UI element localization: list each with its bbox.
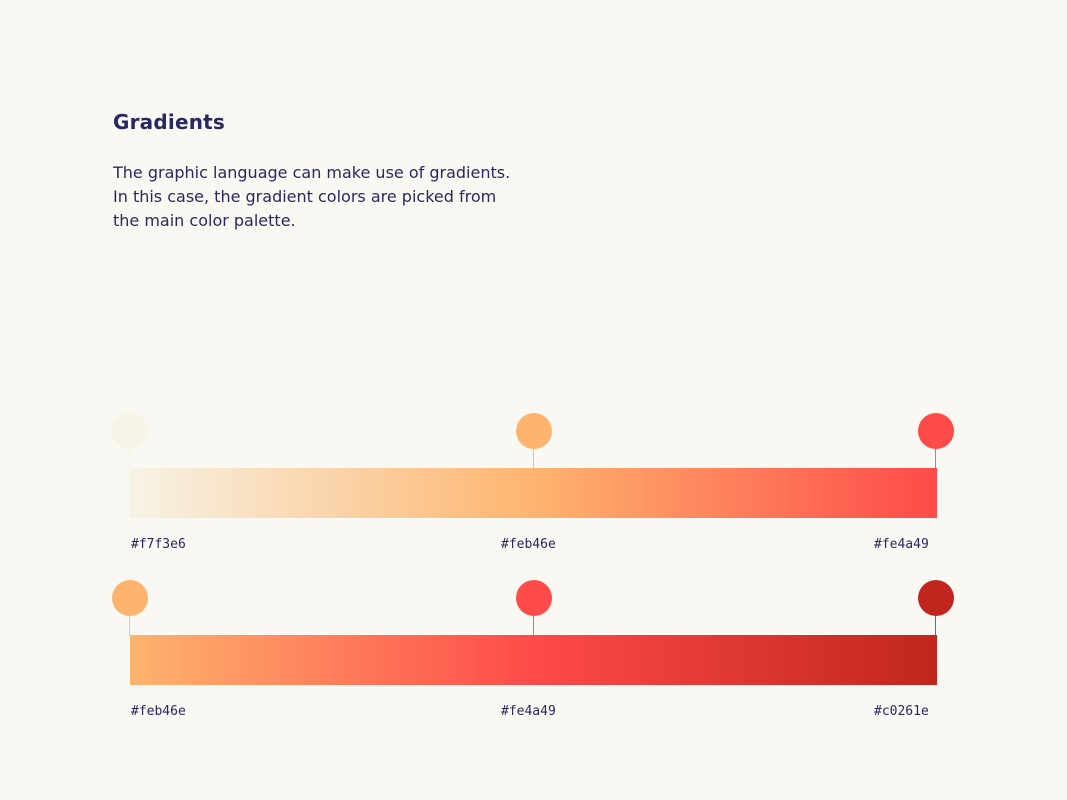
- gradient-2: #feb46e #fe4a49 #c0261e: [0, 580, 1067, 720]
- hex-label: #f7f3e6: [131, 537, 186, 552]
- color-swatch-dot: [516, 580, 552, 616]
- gradient-2-stop-end: [918, 580, 954, 636]
- stop-connector: [935, 614, 936, 636]
- stop-connector: [129, 447, 130, 469]
- color-swatch-dot: [112, 413, 148, 449]
- gradient-2-stop-middle: [516, 580, 552, 636]
- stop-connector: [129, 614, 130, 636]
- hex-label: #feb46e: [131, 704, 186, 719]
- color-swatch-dot: [516, 413, 552, 449]
- description-line: The graphic language can make use of gra…: [113, 163, 511, 182]
- stop-connector: [533, 614, 534, 636]
- hex-label: #fe4a49: [501, 704, 556, 719]
- page-title: Gradients: [113, 110, 226, 134]
- stop-connector: [533, 447, 534, 469]
- gradient-1-stop-start: [112, 413, 148, 469]
- gradient-1-bar: [130, 468, 937, 518]
- gradient-1: #f7f3e6 #feb46e #fe4a49: [0, 413, 1067, 553]
- hex-label: #fe4a49: [874, 537, 929, 552]
- hex-label: #feb46e: [501, 537, 556, 552]
- gradient-2-bar: [130, 635, 937, 685]
- color-swatch-dot: [918, 580, 954, 616]
- page-description: The graphic language can make use of gra…: [113, 161, 513, 233]
- color-swatch-dot: [918, 413, 954, 449]
- color-swatch-dot: [112, 580, 148, 616]
- gradient-1-stop-end: [918, 413, 954, 469]
- gradient-1-stop-middle: [516, 413, 552, 469]
- description-line: In this case, the gradient colors are pi…: [113, 187, 497, 206]
- hex-label: #c0261e: [874, 704, 929, 719]
- stop-connector: [935, 447, 936, 469]
- description-line: the main color palette.: [113, 211, 296, 230]
- gradient-2-stop-start: [112, 580, 148, 636]
